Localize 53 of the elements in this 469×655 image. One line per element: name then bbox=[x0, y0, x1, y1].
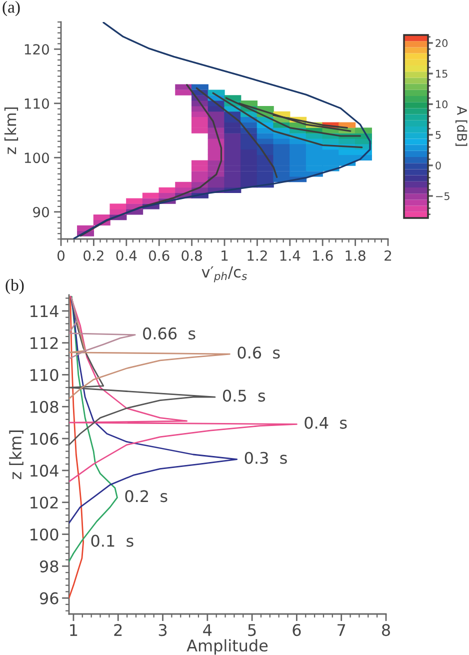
x-tick-label: 0.2 bbox=[84, 250, 104, 261]
x-tick-label: 0.8 bbox=[182, 250, 202, 261]
chart-title: (a) bbox=[2, 1, 20, 16]
series-label: 0.4 s bbox=[304, 416, 347, 429]
x-tick-label: 0.4 bbox=[116, 250, 137, 261]
y-tick-label: 100 bbox=[30, 528, 58, 541]
y-tick-label: 112 bbox=[30, 337, 58, 349]
y-tick-label: 106 bbox=[30, 432, 58, 445]
y-axis-title: z [km] bbox=[4, 108, 18, 154]
x-tick-label: 2 bbox=[384, 250, 392, 261]
series-label: 0.2 s bbox=[125, 490, 168, 502]
y-tick-label: 96 bbox=[40, 592, 58, 604]
color-bar-label: 0 bbox=[436, 162, 441, 170]
x-tick-label: 1.6 bbox=[313, 250, 333, 261]
series-label: 0.6 s bbox=[238, 346, 280, 359]
x-tick-label: 1.2 bbox=[248, 250, 267, 261]
x-axis-title: Amplitude bbox=[186, 639, 268, 655]
series-label: 0.5 s bbox=[222, 390, 266, 402]
x-tick-label: 4 bbox=[203, 624, 212, 636]
x-tick-label: 1.8 bbox=[346, 250, 366, 261]
y-tick-label: 110 bbox=[30, 368, 58, 382]
color-bar-title: A [dB] bbox=[455, 106, 468, 146]
x-tick-label: 8 bbox=[382, 624, 390, 636]
y-tick-label: 120 bbox=[24, 44, 49, 55]
color-bar-label: 20 bbox=[436, 39, 448, 48]
x-tick-label: 0 bbox=[57, 250, 64, 261]
y-tick-label: 102 bbox=[30, 496, 58, 509]
y-axis-title: z [km] bbox=[9, 430, 24, 480]
color-bar-label: 5 bbox=[436, 131, 441, 139]
y-tick-label: 114 bbox=[30, 305, 58, 318]
x-tick-label: 2 bbox=[114, 624, 122, 636]
chart-title: (b) bbox=[6, 279, 24, 294]
x-tick-label: 6 bbox=[292, 624, 301, 636]
x-tick-label: 1 bbox=[222, 250, 228, 261]
series-label: 0.3 s bbox=[244, 452, 287, 464]
y-tick-label: 90 bbox=[33, 206, 49, 218]
x-tick-label: 3 bbox=[158, 624, 167, 636]
y-tick-label: 108 bbox=[30, 400, 58, 413]
color-bar-label: −5 bbox=[436, 192, 450, 200]
y-tick-label: 98 bbox=[40, 560, 58, 572]
series-label: 0.66 s bbox=[143, 327, 196, 340]
x-tick-label: 7 bbox=[338, 624, 346, 636]
y-tick-label: 100 bbox=[24, 152, 49, 164]
color-bar-label: 10 bbox=[436, 100, 448, 108]
x-axis-title: v′$_{ph}$/c$_{s}$ bbox=[202, 266, 247, 282]
x-tick-label: 0.6 bbox=[148, 250, 170, 261]
y-tick-label: 104 bbox=[30, 464, 58, 477]
x-tick-label: 1 bbox=[70, 624, 78, 636]
series-label: 0.1 s bbox=[91, 534, 134, 547]
color-bar-label: 15 bbox=[436, 70, 448, 78]
x-tick-label: 5 bbox=[248, 624, 256, 636]
y-tick-label: 110 bbox=[24, 98, 49, 109]
x-tick-label: 1.4 bbox=[280, 250, 300, 261]
